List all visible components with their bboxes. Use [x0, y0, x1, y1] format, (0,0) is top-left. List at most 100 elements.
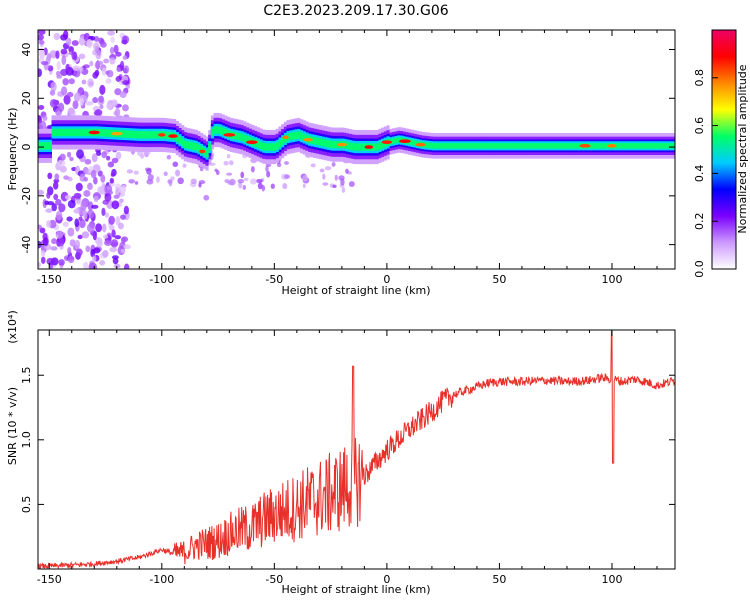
heatmap-cell	[54, 173, 60, 181]
heatmap-cell	[564, 143, 568, 149]
heatmap-cell	[429, 142, 433, 149]
heatmap-cell	[643, 143, 647, 149]
heatmap-cell	[61, 55, 67, 66]
heatmap-cell	[372, 143, 377, 151]
heatmap-cell	[92, 97, 99, 103]
heatmap-cell	[259, 141, 263, 150]
heatmap-cell	[39, 40, 45, 45]
heatmap-cell	[60, 48, 68, 55]
heatmap-cell	[111, 200, 120, 210]
x-tick-label: 50	[492, 573, 506, 586]
heatmap-cell	[486, 143, 490, 149]
heatmap-cell	[59, 128, 63, 137]
heatmap-cell	[102, 129, 106, 137]
heatmap-cell	[194, 143, 198, 151]
heatmap-cell	[134, 181, 139, 185]
heatmap-cell	[111, 255, 119, 260]
heatmap-cell	[637, 143, 641, 149]
heatmap-cell	[607, 144, 617, 148]
heatmap-cell	[100, 41, 107, 48]
heatmap-cell	[74, 199, 82, 205]
heatmap-cell	[435, 143, 439, 149]
heatmap-cell	[190, 178, 197, 185]
heatmap-cell	[529, 143, 533, 149]
heatmap-cell	[108, 129, 112, 137]
heatmap-cell	[88, 81, 94, 86]
heatmap-cell	[410, 139, 414, 146]
heatmap-cell	[78, 128, 82, 137]
heatmap-cell	[68, 78, 75, 85]
heatmap-cell	[264, 143, 269, 151]
heatmap-cell	[524, 143, 528, 149]
heatmap-cell	[67, 227, 75, 237]
heatmap-cell	[107, 161, 115, 168]
heatmap-cell	[63, 94, 71, 105]
heatmap-cell	[89, 60, 94, 67]
heatmap-cell	[297, 131, 301, 139]
heatmap-cell	[579, 144, 591, 148]
heatmap-cell	[156, 176, 160, 183]
heatmap-cell	[327, 140, 331, 148]
heatmap-cell	[101, 151, 107, 159]
heatmap-cell	[67, 199, 76, 209]
heatmap-cell	[168, 134, 178, 138]
heatmap-cell	[329, 140, 333, 149]
heatmap-cell	[183, 140, 188, 148]
heatmap-cell	[109, 177, 115, 184]
heatmap-cell	[497, 143, 501, 149]
heatmap-cell	[46, 192, 51, 199]
heatmap-cell	[93, 195, 99, 203]
heatmap-cell	[48, 142, 52, 150]
snr-frame	[37, 329, 676, 570]
heatmap-cell	[186, 141, 190, 149]
heatmap-cell	[453, 143, 458, 149]
heatmap-cell	[121, 39, 128, 45]
colorbar-tick-label: 0.8	[693, 69, 706, 87]
heatmap-cell	[243, 177, 249, 182]
heatmap-cell	[348, 181, 355, 188]
heatmap-cell	[362, 143, 366, 151]
heatmap-cell	[651, 143, 655, 149]
heatmap-cell	[316, 137, 320, 146]
heatmap-cell	[85, 101, 94, 106]
heatmap-cell	[78, 216, 83, 221]
heatmap-cell	[319, 168, 325, 173]
heatmap-cell	[115, 151, 122, 160]
heatmap-cell	[120, 248, 126, 254]
heatmap-cell	[510, 143, 514, 149]
heatmap-cell	[80, 200, 87, 211]
heatmap-cell	[99, 104, 104, 110]
heatmap-cell	[46, 257, 55, 266]
heatmap-cell	[50, 246, 58, 251]
heatmap-cell	[462, 143, 466, 149]
heatmap-cell	[123, 65, 130, 74]
heatmap-cell	[245, 135, 250, 144]
heatmap-cell	[121, 237, 126, 244]
heatmap-cell	[100, 129, 104, 137]
heatmap-cell	[483, 143, 487, 149]
spectrogram-ticks: -150 -100 -50 0 50 100 -40 -20 0 20 40	[20, 30, 675, 286]
heatmap-cell	[74, 218, 80, 228]
heatmap-cell	[104, 184, 113, 194]
heatmap-cell	[39, 227, 46, 234]
heatmap-cell	[66, 91, 74, 98]
heatmap-cell	[104, 192, 112, 202]
x-tick-label: 0	[383, 273, 390, 286]
heatmap-cell	[72, 65, 81, 71]
heatmap-cell	[570, 143, 574, 149]
heatmap-cell	[237, 133, 242, 141]
heatmap-cell	[40, 256, 46, 264]
heatmap-cell	[532, 143, 536, 149]
heatmap-cell	[63, 30, 69, 40]
heatmap-cell	[443, 143, 447, 149]
heatmap-cell	[55, 71, 61, 77]
heatmap-cell	[359, 143, 363, 151]
snr-line-layer	[38, 330, 675, 569]
heatmap-cell	[332, 184, 337, 189]
heatmap-cell	[110, 36, 115, 43]
heatmap-cell	[110, 100, 118, 107]
heatmap-cell	[55, 210, 63, 221]
heatmap-cell	[114, 88, 122, 96]
heatmap-cell	[93, 176, 98, 185]
heatmap-cell	[154, 131, 158, 139]
